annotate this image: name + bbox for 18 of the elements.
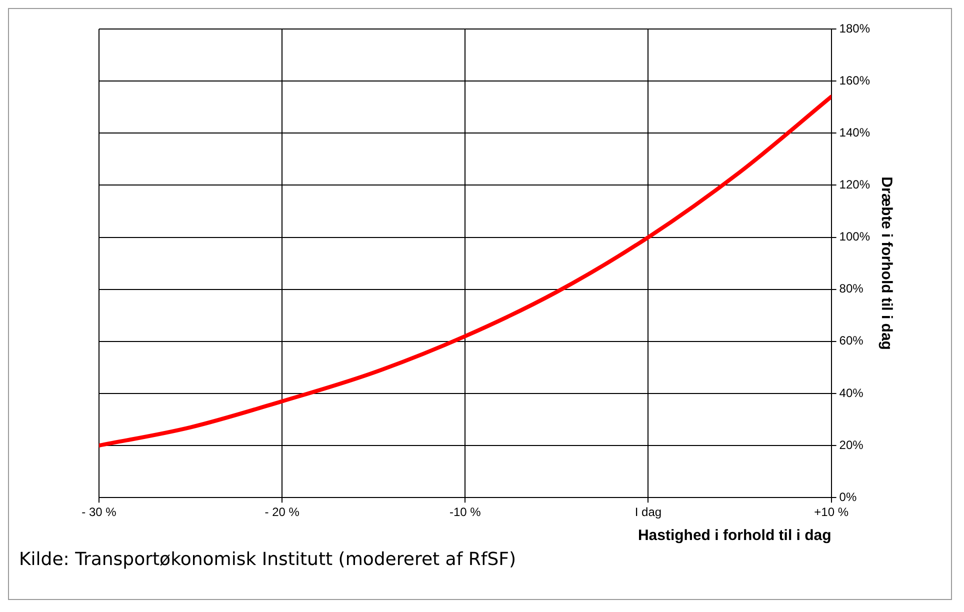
y-tick-label: 140%: [839, 125, 870, 140]
x-tick-label: I dag: [634, 505, 662, 520]
y-tick-label: 20%: [839, 438, 864, 452]
y-tick-label: 60%: [839, 334, 864, 348]
text: Kilde: Transportøkonomisk Institutt (modereret af RfSF): [19, 549, 518, 570]
x-tick-label: - 20 %: [264, 505, 300, 520]
x-tick-label: - 30 %: [82, 505, 117, 520]
y-tick-label: 180%: [839, 21, 870, 36]
y-tick-label: 160%: [839, 73, 870, 88]
x-axis-title: Hastighed i forhold til i dag: [638, 527, 832, 544]
y-tick-label: 100%: [839, 230, 870, 244]
y-tick-label: 40%: [839, 386, 864, 400]
y-tick-label: 0%: [839, 490, 857, 504]
x-tick-label: -10 %: [449, 505, 482, 520]
y-tick-label: 120%: [839, 178, 870, 192]
y-tick-label: 80%: [839, 282, 864, 296]
y-axis-title: Dræbte i forhold til i dag: [878, 176, 895, 350]
x-tick-label: +10 %: [814, 505, 849, 520]
